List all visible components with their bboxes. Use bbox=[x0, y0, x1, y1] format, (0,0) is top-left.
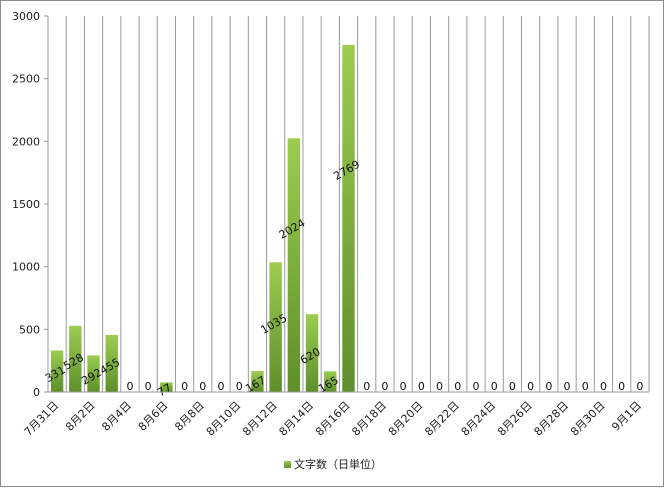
data-label: 0 bbox=[582, 380, 589, 393]
y-tick-label: 2000 bbox=[12, 135, 40, 148]
data-label: 0 bbox=[509, 380, 516, 393]
legend-label: 文字数（日単位） bbox=[294, 457, 382, 471]
x-tick-label: 8月8日 bbox=[172, 399, 207, 434]
bar-layer bbox=[50, 44, 355, 393]
x-tick-label: 8月26日 bbox=[495, 399, 535, 439]
data-label: 0 bbox=[618, 380, 625, 393]
x-tick-label: 8月24日 bbox=[459, 399, 499, 439]
data-label: 0 bbox=[564, 380, 571, 393]
x-tick-label: 7月31日 bbox=[22, 399, 62, 439]
bar bbox=[87, 355, 100, 392]
x-tick-label: 8月14日 bbox=[277, 399, 317, 439]
data-label: 0 bbox=[418, 380, 425, 393]
y-tick-label: 0 bbox=[33, 386, 40, 399]
bar bbox=[105, 334, 118, 392]
x-tick-label: 8月4日 bbox=[99, 399, 134, 434]
x-tick-label: 8月6日 bbox=[136, 399, 171, 434]
data-label: 0 bbox=[491, 380, 498, 393]
x-tick-label: 8月16日 bbox=[313, 399, 353, 439]
legend-swatch bbox=[284, 461, 291, 468]
bar bbox=[251, 371, 264, 392]
data-label: 0 bbox=[436, 380, 443, 393]
data-label: 0 bbox=[145, 380, 152, 393]
data-label: 0 bbox=[181, 380, 188, 393]
bar bbox=[305, 314, 319, 392]
x-tick-label: 8月22日 bbox=[422, 399, 462, 439]
data-label: 77 bbox=[155, 381, 174, 399]
data-label: 0 bbox=[527, 380, 534, 393]
bar bbox=[69, 325, 82, 392]
data-label: 0 bbox=[236, 380, 243, 393]
y-tick-label: 1500 bbox=[12, 198, 40, 211]
bar bbox=[269, 262, 282, 392]
data-label: 0 bbox=[472, 380, 479, 393]
data-label: 0 bbox=[545, 380, 552, 393]
x-tick-label: 8月20日 bbox=[386, 399, 426, 439]
data-label: 0 bbox=[363, 380, 370, 393]
x-tick-label: 9月1日 bbox=[609, 399, 644, 434]
data-label: 0 bbox=[636, 380, 643, 393]
x-tick-label: 8月28日 bbox=[532, 399, 572, 439]
x-tick-label: 8月18日 bbox=[349, 399, 389, 439]
bar bbox=[287, 138, 301, 392]
legend: 文字数（日単位） bbox=[284, 457, 382, 471]
x-tick-label: 8月2日 bbox=[63, 399, 98, 434]
y-tick-label: 2500 bbox=[12, 73, 40, 86]
data-label: 0 bbox=[199, 380, 206, 393]
y-tick-label: 500 bbox=[19, 323, 40, 336]
data-label: 0 bbox=[600, 380, 607, 393]
data-label: 0 bbox=[126, 380, 133, 393]
y-tick-label: 3000 bbox=[12, 10, 40, 23]
bar bbox=[160, 382, 173, 392]
x-tick-label: 8月30日 bbox=[568, 399, 608, 439]
bar bbox=[50, 350, 64, 392]
data-label: 0 bbox=[454, 380, 461, 393]
grid-layer bbox=[47, 16, 650, 392]
x-tick-label: 8月10日 bbox=[204, 399, 244, 439]
bar bbox=[324, 371, 337, 392]
data-label: 0 bbox=[381, 380, 388, 393]
bar bbox=[342, 44, 355, 393]
y-tick-label: 1000 bbox=[12, 261, 40, 274]
data-label: 0 bbox=[400, 380, 407, 393]
data-label: 0 bbox=[218, 380, 225, 393]
x-tick-label: 8月12日 bbox=[240, 399, 280, 439]
